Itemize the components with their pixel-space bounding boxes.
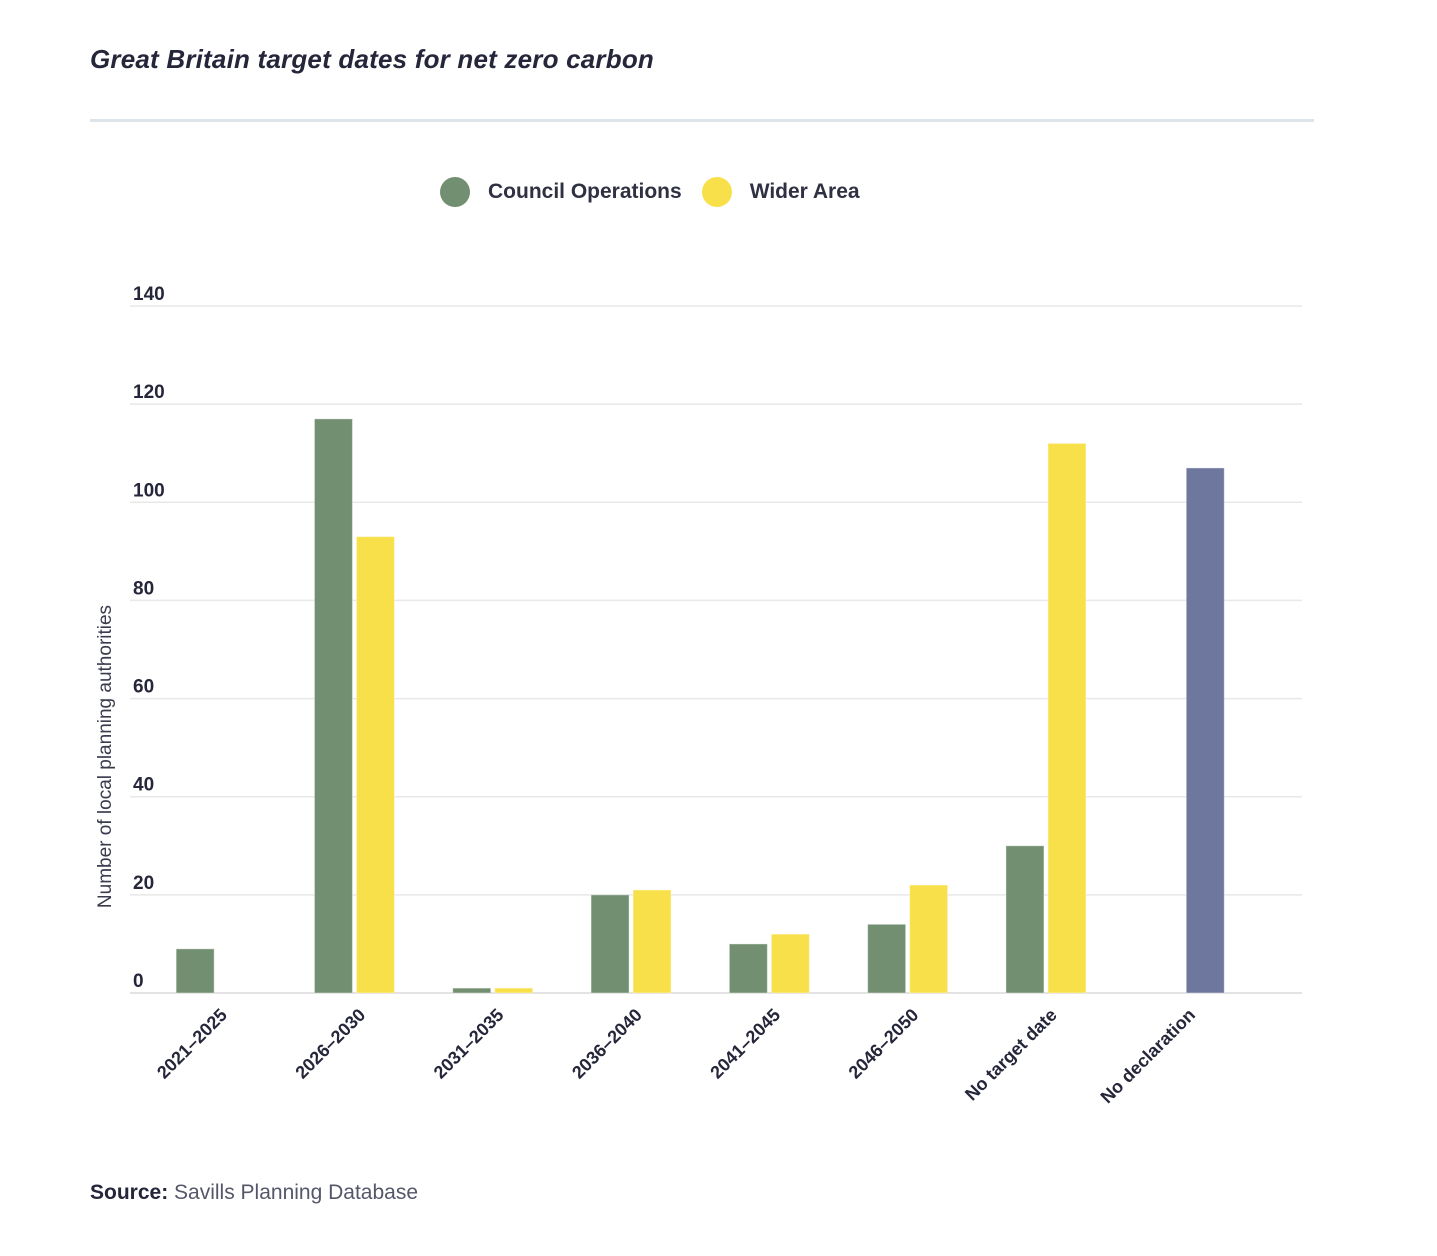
y-axis-label: Number of local planning authorities [95,605,116,908]
source-label: Source: [90,1181,169,1204]
bar-council-operations [590,894,630,994]
bar-wider-area [1047,442,1087,994]
x-tick-label: 2036–2040 [568,1005,646,1083]
x-tick-label: 2021–2025 [153,1005,231,1083]
bar-council-operations [1005,845,1045,994]
legend-label: Council Operations [488,180,682,203]
x-tick-label: 2026–2030 [291,1005,369,1083]
y-tick-label: 120 [133,382,165,403]
chart-title: Great Britain target dates for net zero … [90,44,654,74]
x-tick-label: 2046–2050 [845,1005,923,1083]
legend: Council Operations Wider Area [440,177,880,207]
legend-item-council-operations[interactable]: Council Operations [440,177,682,207]
y-tick-label: 20 [133,873,154,894]
x-tick-label: No declaration [1097,1005,1200,1108]
bar-wider-area [770,933,810,994]
legend-swatch-wider-area [701,177,732,207]
bar-wider-area [632,889,672,994]
y-tick-label: 140 [133,284,165,305]
bar-no-declaration [1185,467,1225,994]
legend-item-wider-area[interactable]: Wider Area [701,177,860,207]
source-text: Savills Planning Database [174,1181,419,1204]
bar-wider-area [494,987,534,994]
bar-council-operations [313,418,353,994]
bar-council-operations [867,923,907,994]
source-note: Source: Savills Planning Database [90,1181,418,1205]
x-tick-label: No target date [961,1005,1061,1105]
bar-council-operations [452,987,492,994]
y-tick-label: 60 [133,677,154,698]
y-tick-label: 100 [133,480,165,501]
x-tick-label: 2031–2035 [430,1005,508,1083]
legend-label: Wider Area [749,180,860,203]
y-tick-label: 40 [133,775,154,796]
bar-wider-area [355,536,395,994]
x-tick-label: 2041–2045 [706,1005,784,1083]
bar-council-operations [728,943,768,994]
legend-swatch-council-operations [440,177,470,207]
y-tick-label: 0 [133,971,144,992]
bar-council-operations [175,948,215,994]
y-tick-label: 80 [133,578,154,599]
title-divider [90,119,1314,122]
bar-wider-area [909,884,949,994]
